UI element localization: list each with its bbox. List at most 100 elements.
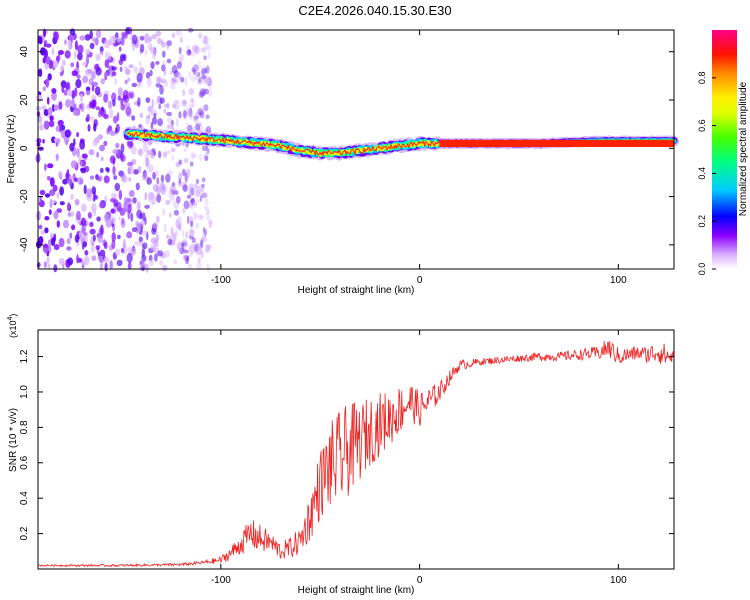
- noise-blob: [78, 103, 83, 110]
- noise-blob: [206, 77, 212, 87]
- noise-blob: [197, 257, 201, 264]
- noise-blob: [115, 248, 121, 257]
- noise-blob: [64, 50, 71, 59]
- noise-blob: [171, 182, 176, 187]
- noise-blob: [86, 188, 92, 198]
- noise-blob: [200, 183, 205, 188]
- noise-blob: [186, 106, 191, 115]
- noise-blob: [169, 192, 175, 202]
- noise-blob: [186, 168, 191, 179]
- noise-blob: [199, 214, 204, 220]
- noise-blob: [103, 71, 108, 78]
- noise-blob: [43, 261, 48, 269]
- noise-blob: [173, 79, 179, 84]
- noise-blob: [70, 62, 74, 68]
- noise-blob: [65, 82, 69, 90]
- noise-blob: [59, 201, 65, 206]
- noise-blob: [191, 98, 195, 108]
- noise-blob: [43, 109, 49, 116]
- noise-blob: [82, 75, 89, 84]
- noise-blob: [151, 116, 158, 125]
- noise-blob: [184, 255, 190, 260]
- noise-blob: [124, 208, 132, 213]
- noise-blob: [116, 259, 123, 267]
- noise-blob: [175, 30, 182, 36]
- noise-blob: [200, 106, 204, 114]
- noise-blob: [193, 115, 199, 120]
- noise-blob: [207, 88, 213, 97]
- noise-blob: [51, 237, 56, 247]
- noise-blob: [169, 240, 176, 246]
- noise-blob: [82, 61, 87, 66]
- snr-plot-area: [38, 330, 674, 569]
- noise-blob: [175, 219, 179, 229]
- noise-blob: [81, 225, 86, 234]
- noise-blob: [197, 242, 203, 250]
- noise-blob: [186, 49, 192, 56]
- noise-blob: [67, 257, 74, 266]
- noise-blob: [201, 236, 207, 243]
- noise-blob: [168, 212, 172, 218]
- noise-blob: [187, 170, 191, 177]
- noise-blob: [162, 207, 165, 216]
- noise-blob: [123, 196, 128, 203]
- noise-blob: [201, 145, 208, 152]
- noise-blob: [51, 91, 57, 101]
- noise-blob: [44, 216, 50, 221]
- noise-blob: [189, 243, 196, 254]
- noise-blob: [40, 230, 45, 235]
- noise-blob: [201, 177, 206, 183]
- noise-blob: [191, 67, 195, 73]
- noise-blob: [188, 103, 195, 108]
- noise-blob: [202, 227, 206, 233]
- noise-blob: [89, 175, 95, 180]
- noise-blob: [166, 42, 170, 50]
- noise-blob: [185, 122, 189, 131]
- noise-blob: [62, 178, 68, 185]
- noise-blob: [94, 37, 99, 46]
- noise-blob: [64, 129, 71, 138]
- noise-blob: [151, 49, 157, 60]
- noise-blob: [139, 112, 143, 118]
- figure-title: C2E4.2026.040.15.30.E30: [298, 3, 451, 18]
- noise-blob: [127, 261, 132, 270]
- noise-blob: [109, 65, 112, 75]
- noise-blob: [205, 125, 212, 135]
- noise-blob: [171, 78, 176, 84]
- noise-blob: [54, 31, 59, 42]
- noise-blob: [131, 44, 136, 52]
- noise-blob: [125, 106, 132, 116]
- noise-blob: [105, 51, 108, 60]
- noise-blob: [175, 117, 179, 128]
- noise-blob: [39, 195, 42, 203]
- noise-blob: [103, 93, 109, 103]
- noise-blob: [84, 250, 89, 256]
- noise-blob: [160, 78, 167, 84]
- noise-blob: [86, 113, 90, 122]
- noise-blob: [45, 43, 52, 48]
- noise-blob: [53, 104, 59, 111]
- noise-blob: [166, 150, 171, 155]
- noise-blob: [189, 183, 194, 190]
- noise-blob: [195, 245, 202, 255]
- noise-blob: [53, 264, 58, 273]
- noise-blob: [198, 32, 203, 39]
- noise-blob: [159, 84, 164, 95]
- noise-blob: [107, 100, 113, 110]
- noise-blob: [109, 155, 116, 164]
- noise-blob: [182, 208, 186, 214]
- noise-blob: [145, 97, 151, 103]
- noise-blob: [193, 64, 199, 72]
- noise-blob: [124, 68, 131, 75]
- noise-blob: [167, 170, 173, 176]
- noise-blob: [189, 198, 195, 203]
- noise-blob: [204, 74, 210, 85]
- noise-blob: [49, 177, 55, 187]
- noise-blob: [204, 155, 209, 161]
- noise-blob: [142, 172, 148, 181]
- spectrogram-panel: -40 -20 0 20 40 -100 0 100 Height of straight …: [6, 26, 679, 296]
- noise-blob: [121, 217, 125, 225]
- noise-blob: [47, 73, 52, 81]
- noise-blob: [179, 247, 186, 253]
- noise-blob: [181, 241, 187, 247]
